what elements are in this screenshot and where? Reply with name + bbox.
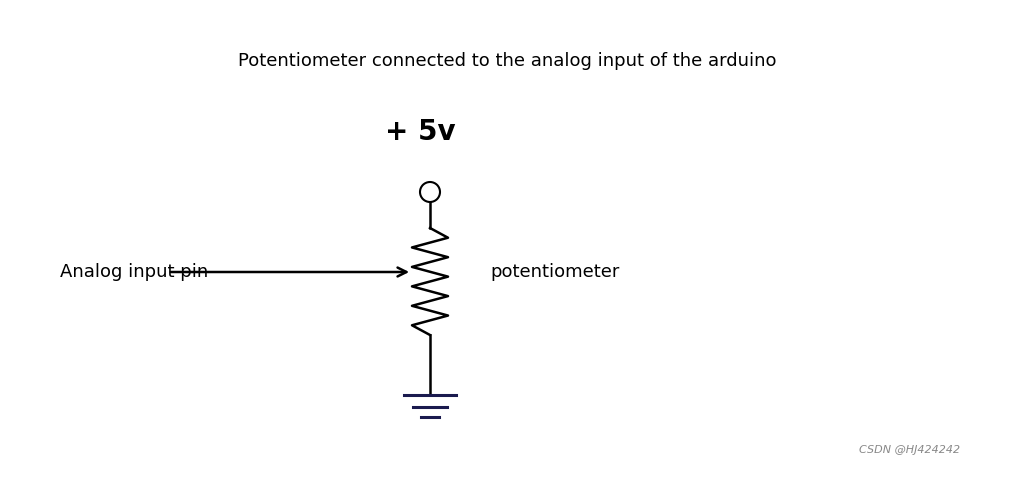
Text: potentiometer: potentiometer — [490, 263, 620, 281]
Text: CSDN @HJ424242: CSDN @HJ424242 — [859, 445, 960, 455]
Text: Potentiometer connected to the analog input of the arduino: Potentiometer connected to the analog in… — [237, 52, 777, 70]
Text: + 5v: + 5v — [384, 118, 455, 146]
Text: Analog input pin: Analog input pin — [60, 263, 208, 281]
